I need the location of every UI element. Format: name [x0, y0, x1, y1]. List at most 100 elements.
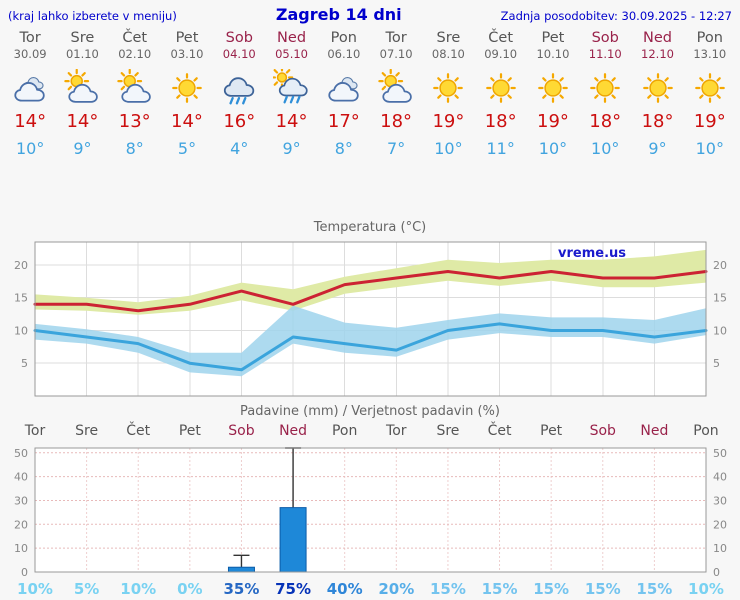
sunny-icon — [485, 73, 516, 103]
precip-probability: 15% — [533, 580, 569, 598]
precip-probability: 10% — [688, 580, 724, 598]
day-date: 02.10 — [118, 47, 152, 61]
svg-text:40: 40 — [14, 471, 28, 484]
precipitation-chart-title: Padavine (mm) / Verjetnost padavin (%) — [240, 404, 500, 419]
rain-icon — [224, 77, 255, 105]
precip-day-label: Čet — [126, 421, 150, 439]
day-column: Ned 12.10 18° 9° — [631, 30, 683, 158]
weather-icon — [270, 66, 311, 107]
temp-min: 5° — [177, 139, 197, 158]
day-name: Pon — [696, 30, 723, 46]
weather-icon — [534, 69, 572, 107]
precip-day-label: Pet — [540, 423, 563, 439]
cloudy-icon — [328, 77, 359, 102]
temp-max: 14° — [171, 111, 203, 132]
day-name: Sre — [70, 30, 95, 46]
svg-text:5: 5 — [21, 357, 28, 370]
svg-text:30: 30 — [713, 494, 727, 507]
day-column: Sob 11.10 18° 10° — [579, 30, 631, 158]
temp-min: 9° — [73, 139, 92, 158]
precip-bar — [279, 507, 307, 573]
day-column: Tor 30.09 14° 10° — [4, 30, 56, 158]
svg-text:40: 40 — [713, 471, 727, 484]
day-date: 09.10 — [484, 47, 518, 61]
temp-min: 9° — [282, 139, 301, 158]
precip-day-label: Čet — [488, 421, 512, 439]
day-column: Sob 04.10 16° 4° — [213, 30, 265, 158]
day-name: Pon — [330, 30, 357, 46]
weather-icon — [220, 69, 258, 107]
temp-max: 18° — [380, 111, 413, 132]
weather-icon — [482, 69, 520, 107]
precip-day-label: Sob — [228, 423, 254, 439]
day-date: 08.10 — [431, 47, 465, 61]
temp-min: 10° — [15, 139, 45, 158]
weather-icon — [325, 69, 363, 107]
weather-icon — [691, 69, 729, 107]
day-date: 11.10 — [588, 47, 622, 61]
svg-text:50: 50 — [713, 447, 727, 460]
svg-text:30: 30 — [14, 494, 28, 507]
precip-bar — [227, 566, 255, 573]
temp-max: 18° — [589, 111, 622, 132]
sunny-icon — [433, 73, 464, 103]
last-updated: Zadnja posodobitev: 30.09.2025 - 12:27 — [500, 9, 732, 23]
temp-max: 19° — [693, 111, 726, 132]
sunny-icon — [694, 73, 725, 103]
cloudy-icon — [14, 77, 45, 102]
svg-text:20: 20 — [713, 259, 727, 272]
temp-min: 9° — [648, 139, 667, 158]
day-date: 04.10 — [222, 47, 256, 61]
precip-probability: 10% — [120, 580, 156, 598]
watermark: vreme.us — [558, 246, 626, 261]
day-date: 10.10 — [536, 47, 570, 61]
min-temp-line — [33, 322, 708, 372]
partly-icon — [378, 68, 412, 103]
sunny-icon — [642, 73, 673, 103]
day-name: Pet — [541, 30, 565, 46]
precip-probability: 5% — [74, 580, 99, 598]
precip-day-label: Tor — [24, 423, 46, 439]
precip-day-label: Pon — [332, 423, 357, 439]
temperature-chart: 5 5 10 10 15 15 20 20 vreme.us — [14, 241, 727, 397]
precip-probability: 15% — [482, 580, 518, 598]
rain-sun-icon — [270, 66, 308, 104]
day-date: 12.10 — [641, 47, 674, 61]
day-date: 01.10 — [65, 47, 99, 61]
day-name: Čet — [488, 30, 514, 46]
temp-min: 8° — [334, 139, 353, 158]
temp-min: 7° — [387, 139, 406, 158]
svg-text:10: 10 — [713, 324, 727, 337]
temp-max: 16° — [223, 111, 256, 132]
day-column: Pet 10.10 19° 10° — [527, 30, 579, 158]
partly-icon — [64, 68, 99, 103]
precipitation-chart: Tor Sre Čet Pet Sob Ned Pon Tor Sre Čet Pet Sob Ned P… — [14, 421, 727, 598]
precip-probability: 20% — [378, 580, 414, 598]
header: (kraj lahko izberete v meniju) Zagreb 14… — [8, 5, 732, 24]
day-date: 13.10 — [693, 47, 727, 61]
page-title: Zagreb 14 dni — [275, 5, 402, 24]
precip-day-label: Pet — [179, 423, 202, 439]
precip-probability: 75% — [275, 580, 311, 598]
menu-hint: (kraj lahko izberete v meniju) — [8, 9, 177, 23]
precip-probability: 15% — [430, 580, 466, 598]
weather-icon — [429, 69, 467, 107]
temp-max: 18° — [484, 111, 517, 132]
day-column: Sre 01.10 14° 9° — [56, 30, 108, 158]
svg-text:20: 20 — [14, 518, 28, 531]
temp-min: 10° — [434, 139, 463, 158]
day-name: Sre — [436, 30, 461, 46]
min-temp-band — [35, 305, 706, 377]
svg-text:15: 15 — [14, 292, 28, 305]
temp-max: 17° — [327, 111, 360, 132]
temp-max: 13° — [118, 111, 151, 132]
svg-text:0: 0 — [713, 566, 720, 579]
precip-day-label: Pon — [693, 423, 718, 439]
day-date: 07.10 — [379, 47, 413, 61]
day-name: Pet — [175, 30, 199, 46]
day-column: Ned 05.10 14° 9° — [265, 30, 317, 158]
weather-icon — [639, 69, 677, 107]
day-date: 30.09 — [13, 47, 47, 61]
day-name: Tor — [19, 30, 41, 46]
weather-icon — [586, 69, 624, 107]
